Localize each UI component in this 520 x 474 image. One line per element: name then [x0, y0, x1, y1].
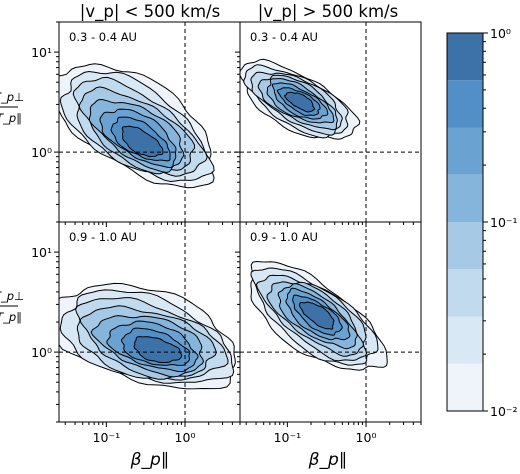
y-label-numerator: T_p⊥: [0, 289, 24, 303]
column-title-left: |v_p| < 500 km/s: [80, 2, 220, 22]
contour-level-7: [133, 336, 183, 364]
colorbar-segment-2: [447, 269, 483, 317]
contour-level-7: [284, 91, 316, 113]
colorbar-segment-1: [447, 316, 483, 364]
contour-level-7: [121, 125, 164, 158]
colorbar-segment-4: [447, 174, 483, 222]
panel-label: 0.3 - 0.4 AU: [69, 30, 137, 44]
column-title-right: |v_p| > 500 km/s: [258, 2, 398, 22]
y-label-denominator: T_p∥: [0, 111, 22, 125]
colorbar-tick-label: 10⁰: [490, 26, 511, 41]
panel-label: 0.9 - 1.0 AU: [250, 230, 318, 244]
y-axis-label-top: T_p⊥ T_p∥: [0, 90, 24, 125]
y-label-denominator: T_p∥: [0, 310, 22, 324]
colorbar-segment-0: [447, 363, 483, 411]
colorbar-segment-5: [447, 127, 483, 175]
panel-0-1: 0.3 - 0.4 AU: [235, 21, 422, 227]
contour-panels: 0.3 - 0.4 AU 10¹ 10⁰ 0.3 - 0.4 AU 0.9 - 1.0 …: [31, 21, 422, 445]
colorbar-segment-6: [447, 80, 483, 128]
x-tick-label: 10⁻¹: [93, 430, 121, 445]
contour-set: [59, 63, 215, 189]
panel-0-0: 0.3 - 0.4 AU 10¹ 10⁰: [31, 21, 241, 227]
panel-label: 0.9 - 1.0 AU: [69, 230, 137, 244]
panel-label: 0.3 - 0.4 AU: [250, 30, 318, 44]
panel-1-1: 0.9 - 1.0 AU 10⁻¹ 10⁰: [235, 221, 422, 445]
x-axis-label-left: β_p∥: [130, 450, 170, 470]
y-axis-label-bottom: T_p⊥ T_p∥: [0, 289, 24, 324]
y-label-numerator: T_p⊥: [0, 90, 24, 104]
contour-level-7: [299, 301, 335, 330]
contour-set: [59, 282, 236, 390]
y-tick-label: 10¹: [31, 45, 52, 60]
y-tick-label: 10⁰: [31, 145, 52, 160]
contour-set: [250, 260, 388, 371]
colorbar: 10⁰ 10⁻¹ 10⁻²: [446, 26, 518, 419]
y-tick-label: 10¹: [31, 245, 52, 260]
contour-set: [240, 58, 361, 140]
x-tick-label: 10⁰: [175, 430, 196, 445]
colorbar-tick-label: 10⁻²: [490, 404, 518, 419]
colorbar-segment-7: [447, 33, 483, 81]
colorbar-segment-3: [447, 222, 483, 270]
panel-1-0: 0.9 - 1.0 AU 10⁻¹ 10⁰ 10¹ 10⁰: [31, 221, 241, 445]
x-tick-label: 10⁰: [356, 430, 377, 445]
colorbar-tick-label: 10⁻¹: [490, 215, 518, 230]
x-tick-label: 10⁻¹: [274, 430, 302, 445]
x-axis-label-right: β_p∥: [308, 450, 348, 470]
y-tick-label: 10⁰: [31, 345, 52, 360]
